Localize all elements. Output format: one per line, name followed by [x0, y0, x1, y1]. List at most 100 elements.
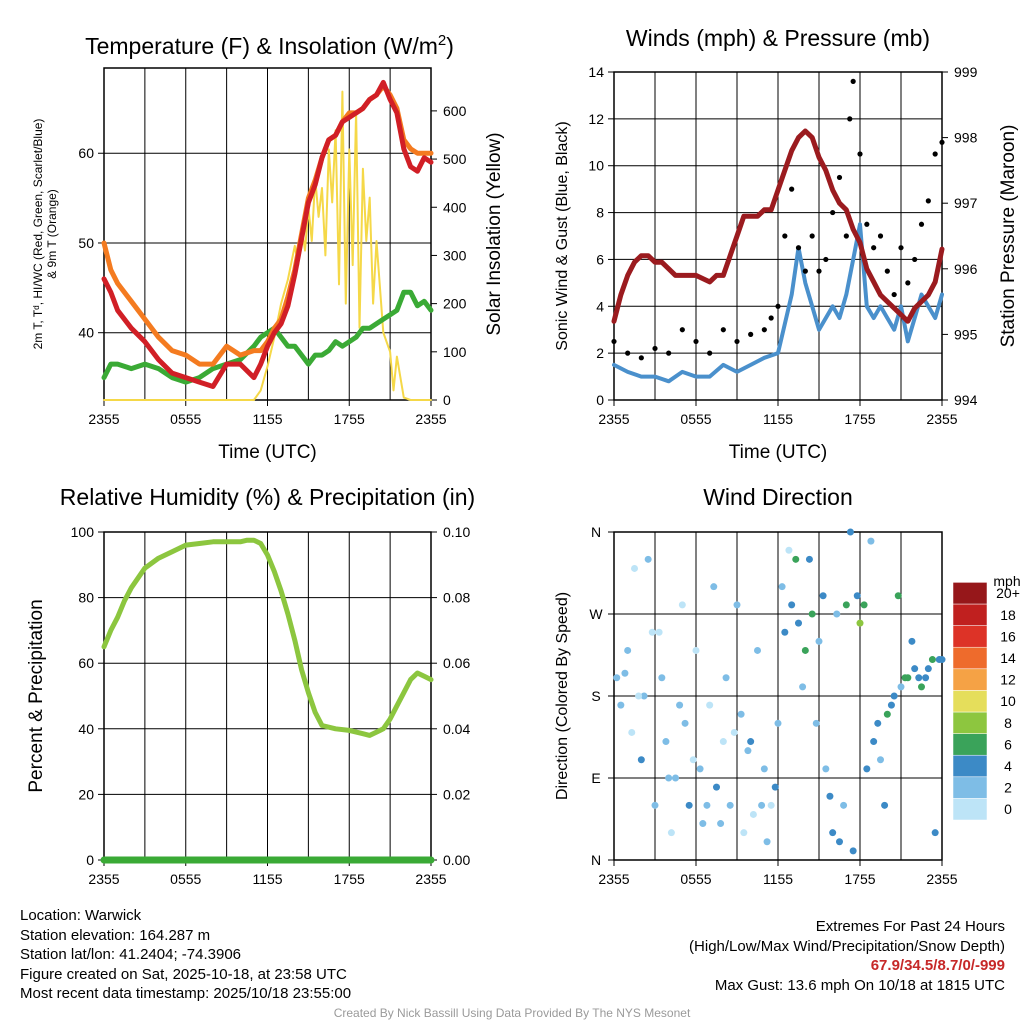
- y2-tick-label: 998: [954, 130, 978, 146]
- direction-point: [678, 601, 686, 609]
- gust-point: [734, 338, 740, 345]
- colorbar-swatch: [952, 776, 988, 799]
- direction-point: [628, 728, 636, 736]
- extremes-title: Extremes For Past 24 Hours: [815, 918, 1005, 935]
- colorbar-unit: mph: [993, 573, 1020, 589]
- y-axis-label: Direction (Colored By Speed): [554, 592, 571, 800]
- direction-point: [815, 637, 823, 645]
- direction-point: [924, 665, 932, 673]
- direction-point: [849, 847, 857, 855]
- direction-point: [894, 592, 902, 600]
- direction-point: [733, 601, 741, 609]
- direction-point: [826, 792, 834, 800]
- direction-point: [640, 692, 648, 700]
- direction-point: [792, 555, 800, 563]
- series-line: [101, 79, 434, 389]
- speed-colorbar: 0 2 4 6 8 10 12 14 16 18 20+mph: [952, 573, 1021, 821]
- y-tick-label: 0: [86, 852, 94, 868]
- gust-point: [707, 350, 713, 356]
- y2-axis-label: Station Pressure (Maroon): [998, 125, 1019, 348]
- y-tick-label: N: [591, 524, 601, 540]
- y-tick-label: 20: [78, 786, 94, 802]
- gust-point: [638, 355, 644, 361]
- y-tick-label: 60: [78, 145, 94, 161]
- series-line: [101, 289, 434, 385]
- direction-point: [842, 601, 850, 609]
- x-tick-label: 1155: [252, 411, 282, 427]
- chart-title: Winds (mph) & Pressure (mb): [626, 25, 930, 51]
- x-tick-label: 0555: [680, 411, 711, 427]
- colorbar-swatch: [952, 798, 988, 821]
- y2-tick-label: 0.02: [443, 786, 470, 802]
- gust-point: [761, 327, 767, 333]
- direction-point: [904, 674, 912, 682]
- gust-point: [768, 315, 774, 321]
- y-axis-label: 2m T, Tᵈ, HI/WC (Red, Green, Scarlet/Blu…: [31, 119, 59, 350]
- x-tick-label: 0555: [680, 871, 711, 887]
- direction-point: [621, 669, 629, 677]
- gust-point: [847, 116, 853, 122]
- gust-point: [809, 233, 815, 239]
- gust-point: [693, 338, 699, 345]
- direction-point: [696, 765, 704, 773]
- direction-point: [874, 719, 882, 727]
- direction-point: [617, 701, 625, 709]
- direction-point: [836, 838, 843, 846]
- direction-point: [672, 774, 679, 782]
- direction-point: [717, 820, 725, 828]
- direction-point: [667, 829, 675, 837]
- direction-point: [749, 810, 757, 818]
- gust-point: [782, 233, 788, 239]
- wind-direction-chart: Wind Direction N E S W N 2355 0555 1155 1755 2355 D…: [554, 484, 1021, 887]
- direction-point: [737, 710, 745, 718]
- direction-point: [908, 637, 916, 645]
- y2-tick-label: 996: [954, 261, 978, 277]
- gust-point: [877, 233, 884, 239]
- y-tick-label: 12: [588, 111, 604, 127]
- direction-point: [730, 728, 738, 736]
- gust-point: [652, 345, 658, 352]
- direction-point: [655, 628, 663, 636]
- chart-title: Relative Humidity (%) & Precipitation (i…: [60, 484, 475, 510]
- y-tick-label: 50: [78, 235, 94, 251]
- x-tick-label: 2355: [598, 871, 629, 887]
- gust-point: [939, 139, 945, 145]
- gust-point: [884, 268, 890, 274]
- colorbar-label: 20+: [996, 585, 1020, 601]
- gust-point: [830, 209, 836, 216]
- x-tick-label: 2355: [598, 411, 629, 427]
- y2-tick-label: 995: [954, 326, 978, 342]
- x-tick-label: 2355: [926, 871, 957, 887]
- direction-point: [631, 564, 638, 572]
- direction-point: [648, 628, 656, 636]
- direction-point: [812, 719, 820, 727]
- direction-point: [799, 683, 807, 691]
- x-tick-label: 1755: [844, 871, 875, 887]
- direction-point: [758, 801, 766, 809]
- colorbar-swatch: [952, 668, 988, 691]
- direction-point: [613, 674, 621, 682]
- x-tick-label: 2355: [88, 871, 119, 887]
- colorbar-label: 0: [1004, 801, 1012, 817]
- y-axis-label: Percent & Precipitation: [26, 599, 47, 792]
- gust-point: [720, 327, 726, 333]
- gust-point: [843, 233, 849, 239]
- direction-point: [785, 546, 793, 554]
- direction-point: [685, 801, 693, 809]
- direction-point: [853, 592, 861, 600]
- direction-point: [805, 555, 813, 563]
- gust-point: [795, 245, 802, 251]
- station-info: Location: Warwick Station elevation: 164…: [20, 906, 351, 1004]
- y-tick-label: 0: [596, 392, 604, 408]
- direction-point: [856, 619, 864, 627]
- figure-created: Figure created on Sat, 2025-10-18, at 23…: [20, 965, 347, 983]
- direction-point: [767, 801, 775, 809]
- y2-tick-label: 994: [954, 392, 978, 408]
- y2-tick-label: 600: [443, 103, 467, 119]
- y-tick-label: 60: [78, 655, 94, 671]
- colorbar-swatch: [952, 603, 988, 626]
- gust-point: [850, 78, 856, 84]
- direction-point: [637, 756, 645, 764]
- colorbar-label: 8: [1004, 715, 1012, 731]
- direction-point: [915, 674, 923, 682]
